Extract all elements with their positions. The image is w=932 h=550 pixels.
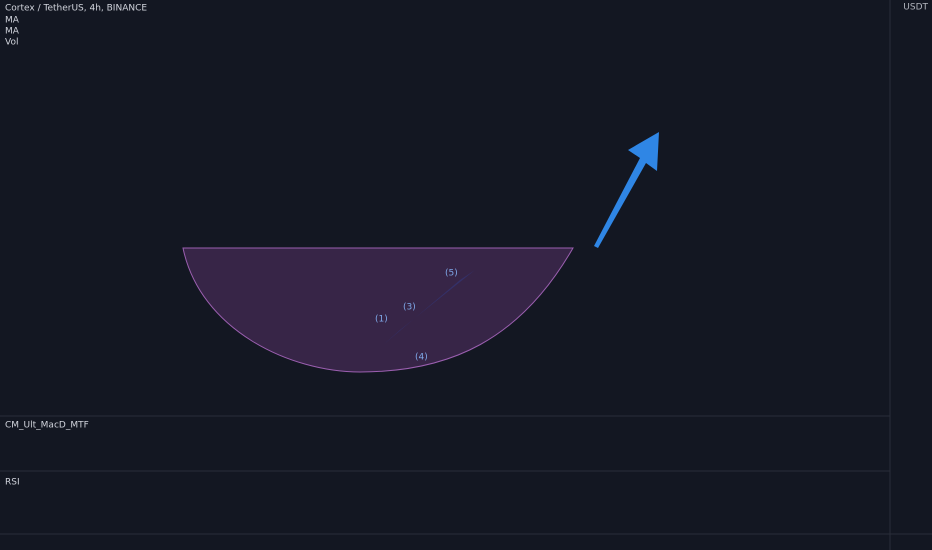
wave-label: (3) (403, 303, 416, 313)
indicator-label: Vol (5, 38, 18, 48)
chart-title: Cortex / TetherUS, 4h, BINANCE (5, 4, 147, 14)
currency: USDT (903, 3, 928, 13)
wave-label: (5) (445, 269, 458, 279)
indicator-label: MA (5, 16, 20, 26)
wave-label: (1) (375, 315, 388, 325)
indicator-label: MA (5, 27, 20, 37)
rsi-title: RSI (5, 478, 20, 488)
cup-pattern (182, 247, 574, 373)
macd-title: CM_Ult_MacD_MTF (5, 421, 89, 431)
target-arrow (594, 132, 659, 248)
wave-label: (4) (415, 353, 428, 363)
